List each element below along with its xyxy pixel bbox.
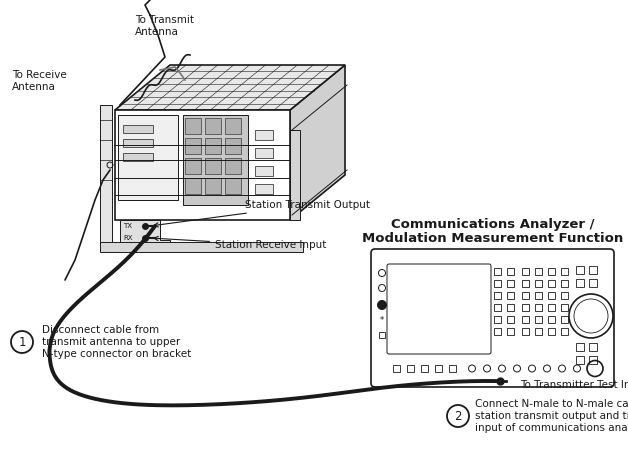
Bar bbox=[205, 178, 221, 194]
Bar bbox=[576, 279, 584, 287]
Bar bbox=[535, 328, 542, 335]
Bar bbox=[225, 178, 241, 194]
Text: Station Transmit Output: Station Transmit Output bbox=[154, 200, 370, 227]
Bar bbox=[494, 304, 501, 311]
Bar bbox=[561, 268, 568, 275]
Bar bbox=[379, 332, 385, 338]
Bar bbox=[183, 115, 248, 205]
Text: To Transmit
Antenna: To Transmit Antenna bbox=[135, 15, 194, 36]
Bar bbox=[561, 304, 568, 311]
Text: 2: 2 bbox=[454, 410, 462, 423]
Bar bbox=[548, 304, 555, 311]
Bar bbox=[185, 178, 201, 194]
Text: Connect N-male to N-male cable between
station transmit output and transmitter t: Connect N-male to N-male cable between s… bbox=[475, 399, 628, 433]
FancyBboxPatch shape bbox=[387, 264, 491, 354]
Bar bbox=[290, 130, 300, 220]
Bar bbox=[393, 365, 400, 372]
Bar bbox=[185, 118, 201, 134]
Bar bbox=[123, 139, 153, 147]
Bar bbox=[225, 158, 241, 174]
Bar bbox=[561, 292, 568, 299]
Bar bbox=[449, 365, 456, 372]
Bar bbox=[589, 279, 597, 287]
Bar bbox=[589, 343, 597, 351]
Bar bbox=[100, 105, 112, 250]
Polygon shape bbox=[115, 65, 345, 110]
Text: 1: 1 bbox=[18, 335, 26, 349]
Bar bbox=[548, 328, 555, 335]
Bar bbox=[225, 138, 241, 154]
Text: *: * bbox=[380, 315, 384, 324]
Bar bbox=[535, 292, 542, 299]
Polygon shape bbox=[290, 65, 345, 220]
Bar bbox=[522, 280, 529, 287]
Bar bbox=[507, 268, 514, 275]
Bar bbox=[185, 158, 201, 174]
Text: Disconnect cable from
transmit antenna to upper
N-type connector on bracket: Disconnect cable from transmit antenna t… bbox=[42, 325, 192, 359]
Bar bbox=[535, 280, 542, 287]
Bar bbox=[507, 280, 514, 287]
Text: To Receive
Antenna: To Receive Antenna bbox=[12, 70, 67, 91]
Bar bbox=[507, 292, 514, 299]
Text: TX: TX bbox=[123, 223, 132, 229]
Bar bbox=[548, 316, 555, 323]
Bar bbox=[522, 268, 529, 275]
Bar bbox=[535, 316, 542, 323]
Bar bbox=[548, 268, 555, 275]
Bar bbox=[494, 268, 501, 275]
Bar bbox=[494, 280, 501, 287]
Bar bbox=[535, 304, 542, 311]
Bar bbox=[507, 328, 514, 335]
Bar bbox=[100, 242, 303, 252]
Bar bbox=[118, 115, 178, 200]
Bar bbox=[185, 138, 201, 154]
Bar bbox=[561, 328, 568, 335]
Text: RX: RX bbox=[123, 235, 133, 241]
Text: To Transmitter Test Input: To Transmitter Test Input bbox=[520, 380, 628, 390]
Circle shape bbox=[377, 300, 386, 309]
Bar bbox=[255, 148, 273, 158]
Bar bbox=[548, 292, 555, 299]
Bar bbox=[225, 118, 241, 134]
Bar bbox=[535, 268, 542, 275]
Bar bbox=[522, 316, 529, 323]
Polygon shape bbox=[120, 220, 170, 250]
Bar bbox=[123, 153, 153, 161]
Bar bbox=[576, 356, 584, 364]
Bar bbox=[522, 292, 529, 299]
Bar bbox=[576, 266, 584, 274]
Bar bbox=[255, 184, 273, 194]
Bar bbox=[205, 158, 221, 174]
Text: Communications Analyzer /: Communications Analyzer / bbox=[391, 218, 594, 231]
Bar bbox=[421, 365, 428, 372]
Bar bbox=[507, 316, 514, 323]
Bar bbox=[576, 343, 584, 351]
Text: Modulation Measurement Function: Modulation Measurement Function bbox=[362, 232, 623, 245]
Text: Station Receive Input: Station Receive Input bbox=[154, 237, 327, 250]
Bar bbox=[435, 365, 442, 372]
Bar bbox=[507, 304, 514, 311]
Bar bbox=[123, 125, 153, 133]
Bar bbox=[522, 304, 529, 311]
Bar bbox=[561, 280, 568, 287]
Bar bbox=[494, 292, 501, 299]
Bar bbox=[494, 316, 501, 323]
Bar bbox=[522, 328, 529, 335]
Bar bbox=[205, 138, 221, 154]
FancyBboxPatch shape bbox=[371, 249, 614, 387]
Bar bbox=[255, 130, 273, 140]
Bar bbox=[205, 118, 221, 134]
Bar bbox=[589, 266, 597, 274]
Bar bbox=[407, 365, 414, 372]
Bar bbox=[255, 166, 273, 176]
Bar bbox=[548, 280, 555, 287]
Bar bbox=[494, 328, 501, 335]
Bar bbox=[561, 316, 568, 323]
Bar bbox=[589, 356, 597, 364]
Polygon shape bbox=[115, 110, 290, 220]
